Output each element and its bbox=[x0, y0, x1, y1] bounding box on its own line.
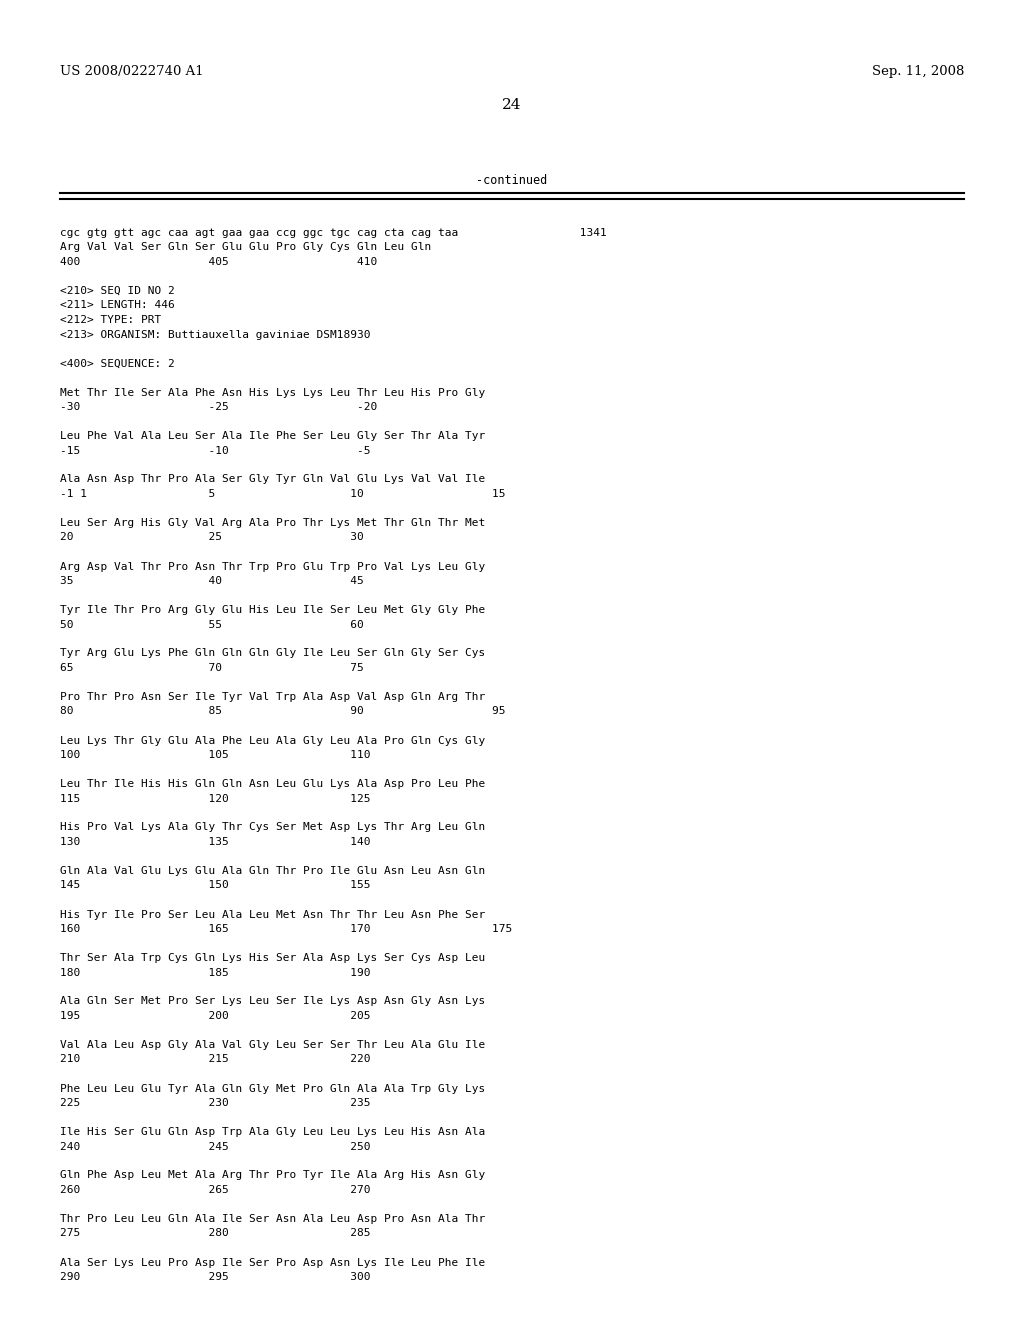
Text: 180                   185                  190: 180 185 190 bbox=[60, 968, 371, 978]
Text: Thr Ser Ala Trp Cys Gln Lys His Ser Ala Asp Lys Ser Cys Asp Leu: Thr Ser Ala Trp Cys Gln Lys His Ser Ala … bbox=[60, 953, 485, 964]
Text: 130                   135                  140: 130 135 140 bbox=[60, 837, 371, 847]
Text: Tyr Arg Glu Lys Phe Gln Gln Gln Gly Ile Leu Ser Gln Gly Ser Cys: Tyr Arg Glu Lys Phe Gln Gln Gln Gly Ile … bbox=[60, 648, 485, 659]
Text: Val Ala Leu Asp Gly Ala Val Gly Leu Ser Ser Thr Leu Ala Glu Ile: Val Ala Leu Asp Gly Ala Val Gly Leu Ser … bbox=[60, 1040, 485, 1049]
Text: Arg Asp Val Thr Pro Asn Thr Trp Pro Glu Trp Pro Val Lys Leu Gly: Arg Asp Val Thr Pro Asn Thr Trp Pro Glu … bbox=[60, 561, 485, 572]
Text: Phe Leu Leu Glu Tyr Ala Gln Gly Met Pro Gln Ala Ala Trp Gly Lys: Phe Leu Leu Glu Tyr Ala Gln Gly Met Pro … bbox=[60, 1084, 485, 1093]
Text: Ala Asn Asp Thr Pro Ala Ser Gly Tyr Gln Val Glu Lys Val Val Ile: Ala Asn Asp Thr Pro Ala Ser Gly Tyr Gln … bbox=[60, 474, 485, 484]
Text: <213> ORGANISM: Buttiauxella gaviniae DSM18930: <213> ORGANISM: Buttiauxella gaviniae DS… bbox=[60, 330, 371, 339]
Text: Leu Ser Arg His Gly Val Arg Ala Pro Thr Lys Met Thr Gln Thr Met: Leu Ser Arg His Gly Val Arg Ala Pro Thr … bbox=[60, 517, 485, 528]
Text: Sep. 11, 2008: Sep. 11, 2008 bbox=[871, 66, 964, 78]
Text: 20                    25                   30: 20 25 30 bbox=[60, 532, 364, 543]
Text: His Pro Val Lys Ala Gly Thr Cys Ser Met Asp Lys Thr Arg Leu Gln: His Pro Val Lys Ala Gly Thr Cys Ser Met … bbox=[60, 822, 485, 833]
Text: -15                   -10                   -5: -15 -10 -5 bbox=[60, 446, 371, 455]
Text: Arg Val Val Ser Gln Ser Glu Glu Pro Gly Cys Gln Leu Gln: Arg Val Val Ser Gln Ser Glu Glu Pro Gly … bbox=[60, 243, 431, 252]
Text: <210> SEQ ID NO 2: <210> SEQ ID NO 2 bbox=[60, 286, 175, 296]
Text: Met Thr Ile Ser Ala Phe Asn His Lys Lys Leu Thr Leu His Pro Gly: Met Thr Ile Ser Ala Phe Asn His Lys Lys … bbox=[60, 388, 485, 397]
Text: 210                   215                  220: 210 215 220 bbox=[60, 1055, 371, 1064]
Text: Leu Thr Ile His His Gln Gln Asn Leu Glu Lys Ala Asp Pro Leu Phe: Leu Thr Ile His His Gln Gln Asn Leu Glu … bbox=[60, 779, 485, 789]
Text: Gln Ala Val Glu Lys Glu Ala Gln Thr Pro Ile Glu Asn Leu Asn Gln: Gln Ala Val Glu Lys Glu Ala Gln Thr Pro … bbox=[60, 866, 485, 876]
Text: 100                   105                  110: 100 105 110 bbox=[60, 750, 371, 760]
Text: 50                    55                   60: 50 55 60 bbox=[60, 619, 364, 630]
Text: 290                   295                  300: 290 295 300 bbox=[60, 1272, 371, 1282]
Text: <400> SEQUENCE: 2: <400> SEQUENCE: 2 bbox=[60, 359, 175, 368]
Text: 195                   200                  205: 195 200 205 bbox=[60, 1011, 371, 1020]
Text: Tyr Ile Thr Pro Arg Gly Glu His Leu Ile Ser Leu Met Gly Gly Phe: Tyr Ile Thr Pro Arg Gly Glu His Leu Ile … bbox=[60, 605, 485, 615]
Text: -continued: -continued bbox=[476, 173, 548, 186]
Text: 260                   265                  270: 260 265 270 bbox=[60, 1185, 371, 1195]
Text: Ala Gln Ser Met Pro Ser Lys Leu Ser Ile Lys Asp Asn Gly Asn Lys: Ala Gln Ser Met Pro Ser Lys Leu Ser Ile … bbox=[60, 997, 485, 1006]
Text: 275                   280                  285: 275 280 285 bbox=[60, 1229, 371, 1238]
Text: His Tyr Ile Pro Ser Leu Ala Leu Met Asn Thr Thr Leu Asn Phe Ser: His Tyr Ile Pro Ser Leu Ala Leu Met Asn … bbox=[60, 909, 485, 920]
Text: US 2008/0222740 A1: US 2008/0222740 A1 bbox=[60, 66, 204, 78]
Text: 160                   165                  170                  175: 160 165 170 175 bbox=[60, 924, 512, 935]
Text: Leu Lys Thr Gly Glu Ala Phe Leu Ala Gly Leu Ala Pro Gln Cys Gly: Leu Lys Thr Gly Glu Ala Phe Leu Ala Gly … bbox=[60, 735, 485, 746]
Text: <212> TYPE: PRT: <212> TYPE: PRT bbox=[60, 315, 161, 325]
Text: 400                   405                   410: 400 405 410 bbox=[60, 257, 377, 267]
Text: Pro Thr Pro Asn Ser Ile Tyr Val Trp Ala Asp Val Asp Gln Arg Thr: Pro Thr Pro Asn Ser Ile Tyr Val Trp Ala … bbox=[60, 692, 485, 702]
Text: 80                    85                   90                   95: 80 85 90 95 bbox=[60, 706, 506, 717]
Text: Ala Ser Lys Leu Pro Asp Ile Ser Pro Asp Asn Lys Ile Leu Phe Ile: Ala Ser Lys Leu Pro Asp Ile Ser Pro Asp … bbox=[60, 1258, 485, 1267]
Text: 35                    40                   45: 35 40 45 bbox=[60, 576, 364, 586]
Text: Thr Pro Leu Leu Gln Ala Ile Ser Asn Ala Leu Asp Pro Asn Ala Thr: Thr Pro Leu Leu Gln Ala Ile Ser Asn Ala … bbox=[60, 1214, 485, 1224]
Text: 24: 24 bbox=[502, 98, 522, 112]
Text: 145                   150                  155: 145 150 155 bbox=[60, 880, 371, 891]
Text: -30                   -25                   -20: -30 -25 -20 bbox=[60, 403, 377, 412]
Text: cgc gtg gtt agc caa agt gaa gaa ccg ggc tgc cag cta cag taa                  134: cgc gtg gtt agc caa agt gaa gaa ccg ggc … bbox=[60, 228, 607, 238]
Text: 65                    70                   75: 65 70 75 bbox=[60, 663, 364, 673]
Text: Gln Phe Asp Leu Met Ala Arg Thr Pro Tyr Ile Ala Arg His Asn Gly: Gln Phe Asp Leu Met Ala Arg Thr Pro Tyr … bbox=[60, 1171, 485, 1180]
Text: 115                   120                  125: 115 120 125 bbox=[60, 793, 371, 804]
Text: <211> LENGTH: 446: <211> LENGTH: 446 bbox=[60, 301, 175, 310]
Text: 225                   230                  235: 225 230 235 bbox=[60, 1098, 371, 1107]
Text: Ile His Ser Glu Gln Asp Trp Ala Gly Leu Leu Lys Leu His Asn Ala: Ile His Ser Glu Gln Asp Trp Ala Gly Leu … bbox=[60, 1127, 485, 1137]
Text: 240                   245                  250: 240 245 250 bbox=[60, 1142, 371, 1151]
Text: -1 1                  5                    10                   15: -1 1 5 10 15 bbox=[60, 488, 506, 499]
Text: Leu Phe Val Ala Leu Ser Ala Ile Phe Ser Leu Gly Ser Thr Ala Tyr: Leu Phe Val Ala Leu Ser Ala Ile Phe Ser … bbox=[60, 432, 485, 441]
